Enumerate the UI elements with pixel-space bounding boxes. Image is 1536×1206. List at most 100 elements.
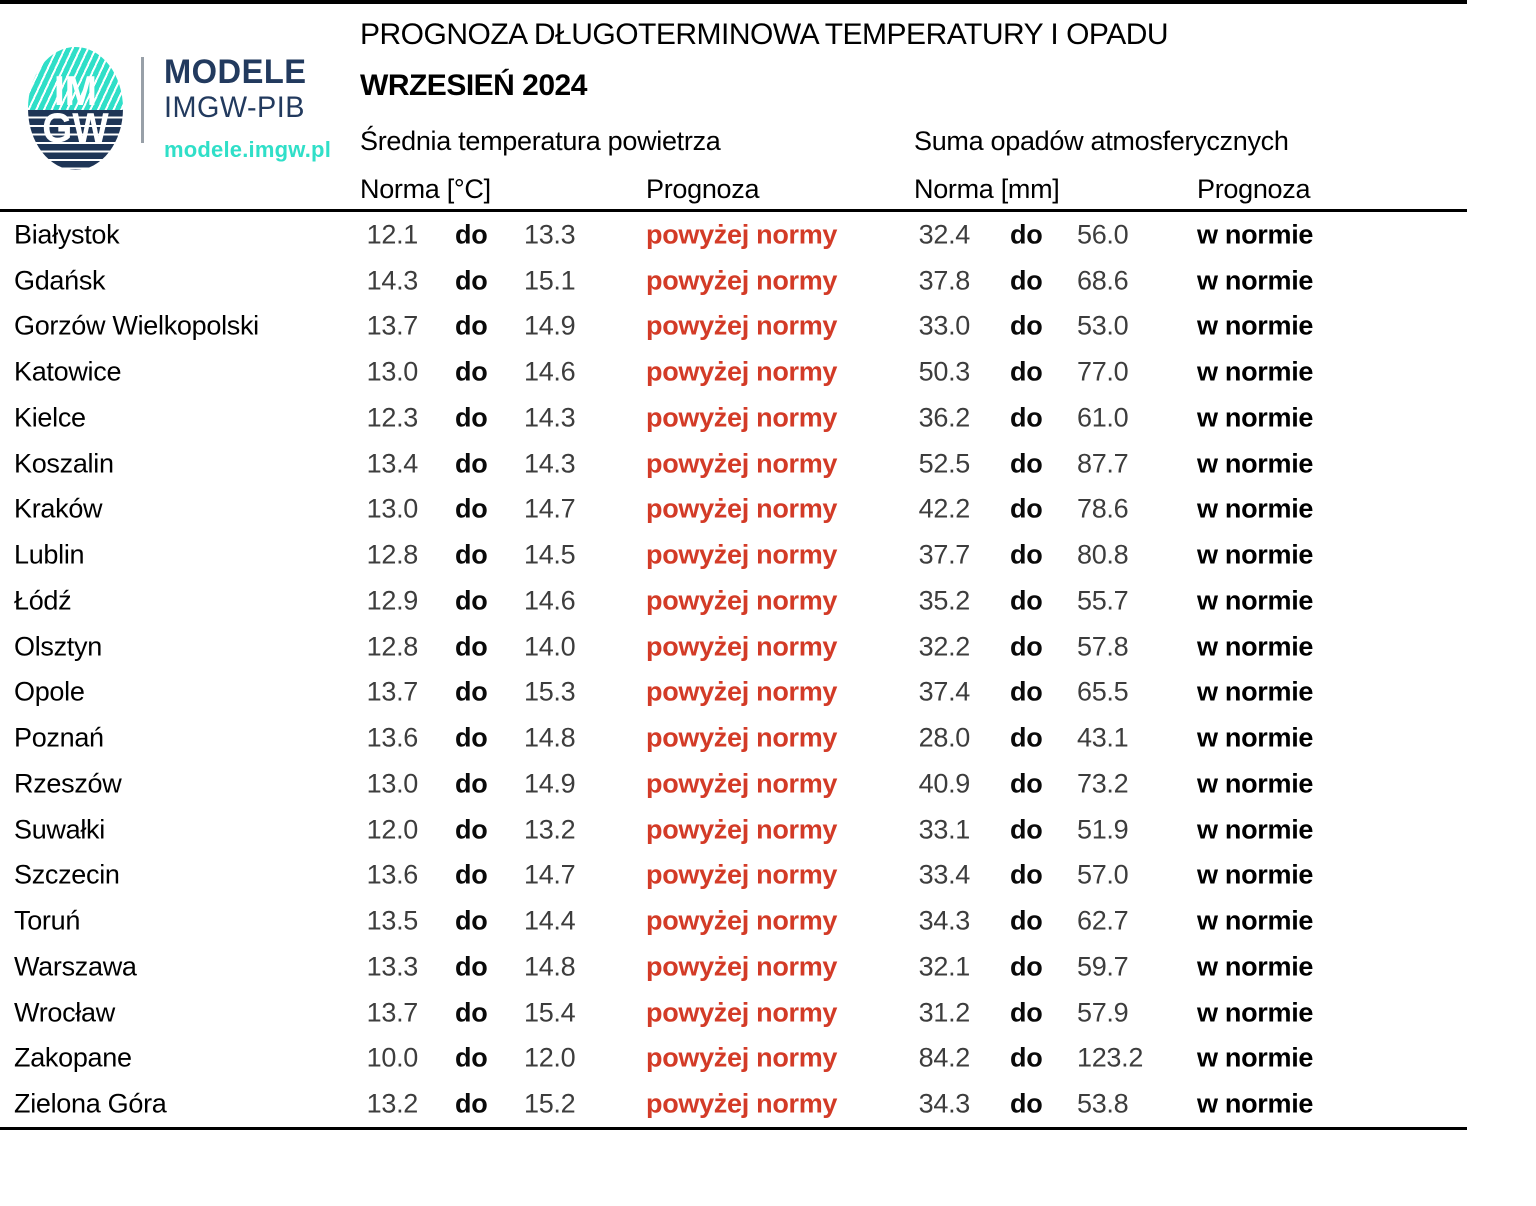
temp-forecast-value: powyżej normy — [646, 1088, 838, 1119]
precip-norm-max: 87.7 — [1077, 448, 1129, 479]
precip-forecast-value: w normie — [1197, 676, 1314, 707]
temp-forecast-value: powyżej normy — [646, 356, 838, 387]
precip-forecast-value: w normie — [1197, 448, 1314, 479]
temp-norm-min: 12.8 — [366, 539, 419, 570]
forecast-table: Białystok 12.1 do 13.3 powyżej normy 32.… — [0, 212, 1467, 1127]
temp-norm-min: 13.7 — [366, 676, 419, 707]
table-row: Gdańsk 14.3 do 15.1 powyżej normy 37.8 d… — [0, 258, 1467, 304]
temp-norm-max: 15.2 — [524, 1088, 576, 1119]
table-row: Opole 13.7 do 15.3 powyżej normy 37.4 do… — [0, 670, 1467, 716]
brand-imgw-pib: IMGW-PIB — [164, 91, 305, 124]
precip-norm-min: 37.7 — [918, 539, 971, 570]
precip-range-separator: do — [1010, 676, 1043, 707]
precip-norm-max: 59.7 — [1077, 951, 1129, 982]
section-precipitation: Suma opadów atmosferycznych — [914, 126, 1289, 156]
temp-norm-max: 14.8 — [524, 722, 576, 753]
temp-norm-max: 14.0 — [524, 631, 576, 662]
precip-norm-max: 43.1 — [1077, 722, 1129, 753]
table-row: Wrocław 13.7 do 15.4 powyżej normy 31.2 … — [0, 990, 1467, 1036]
city-name: Kraków — [14, 493, 103, 524]
table-row: Rzeszów 13.0 do 14.9 powyżej normy 40.9 … — [0, 761, 1467, 807]
temp-norm-min: 13.7 — [366, 310, 419, 341]
temp-range-separator: do — [455, 539, 488, 570]
temp-norm-max: 13.3 — [524, 219, 576, 250]
temp-norm-max: 12.0 — [524, 1042, 576, 1073]
precip-forecast-value: w normie — [1197, 585, 1314, 616]
temp-forecast-value: powyżej normy — [646, 676, 838, 707]
precip-forecast-value: w normie — [1197, 722, 1314, 753]
table-row: Szczecin 13.6 do 14.7 powyżej normy 33.4… — [0, 853, 1467, 899]
precip-range-separator: do — [1010, 631, 1043, 662]
city-name: Zakopane — [14, 1042, 132, 1073]
precip-norm-min: 33.0 — [918, 310, 971, 341]
temp-range-separator: do — [455, 265, 488, 296]
city-name: Toruń — [14, 905, 81, 936]
temp-forecast-value: powyżej normy — [646, 493, 838, 524]
precip-norm-min: 33.1 — [918, 814, 971, 845]
precip-norm-min: 52.5 — [918, 448, 971, 479]
temp-forecast-value: powyżej normy — [646, 722, 838, 753]
precip-norm-max: 80.8 — [1077, 539, 1129, 570]
precip-forecast-value: w normie — [1197, 1088, 1314, 1119]
temp-norm-max: 15.3 — [524, 676, 576, 707]
temp-norm-min: 13.2 — [366, 1088, 419, 1119]
city-name: Zielona Góra — [14, 1088, 167, 1119]
precip-forecast-value: w normie — [1197, 905, 1314, 936]
temp-range-separator: do — [455, 951, 488, 982]
precip-range-separator: do — [1010, 265, 1043, 296]
precip-forecast-value: w normie — [1197, 539, 1314, 570]
brand-modele: MODELE — [164, 53, 307, 91]
precip-norm-max: 57.0 — [1077, 859, 1129, 890]
precip-norm-min: 42.2 — [918, 493, 971, 524]
temp-norm-min: 12.8 — [366, 631, 419, 662]
city-name: Warszawa — [14, 951, 137, 982]
precip-range-separator: do — [1010, 768, 1043, 799]
temp-norm-max: 15.4 — [524, 997, 576, 1028]
precip-norm-min: 37.8 — [918, 265, 971, 296]
precip-range-separator: do — [1010, 310, 1043, 341]
table-row: Kraków 13.0 do 14.7 powyżej normy 42.2 d… — [0, 487, 1467, 533]
city-name: Kielce — [14, 402, 86, 433]
temp-range-separator: do — [455, 631, 488, 662]
temp-norm-max: 14.6 — [524, 585, 576, 616]
precip-norm-min: 40.9 — [918, 768, 971, 799]
table-row: Katowice 13.0 do 14.6 powyżej normy 50.3… — [0, 349, 1467, 395]
precip-range-separator: do — [1010, 1042, 1043, 1073]
temp-forecast-value: powyżej normy — [646, 859, 838, 890]
precip-range-separator: do — [1010, 859, 1043, 890]
table-row: Lublin 12.8 do 14.5 powyżej normy 37.7 d… — [0, 532, 1467, 578]
table-row: Toruń 13.5 do 14.4 powyżej normy 34.3 do… — [0, 898, 1467, 944]
temp-forecast-value: powyżej normy — [646, 768, 838, 799]
precip-norm-min: 84.2 — [918, 1042, 971, 1073]
precip-forecast-value: w normie — [1197, 493, 1314, 524]
temp-norm-max: 14.4 — [524, 905, 576, 936]
precip-norm-max: 55.7 — [1077, 585, 1129, 616]
temp-norm-min: 12.9 — [366, 585, 419, 616]
precip-forecast-value: w normie — [1197, 859, 1314, 890]
temp-range-separator: do — [455, 905, 488, 936]
city-name: Suwałki — [14, 814, 105, 845]
column-precip-norm: Norma [mm] — [914, 174, 1060, 204]
bottom-border-line — [0, 1127, 1467, 1130]
precip-norm-max: 62.7 — [1077, 905, 1129, 936]
temp-range-separator: do — [455, 402, 488, 433]
precip-norm-max: 57.8 — [1077, 631, 1129, 662]
precip-range-separator: do — [1010, 402, 1043, 433]
precip-norm-max: 73.2 — [1077, 768, 1129, 799]
table-row: Olsztyn 12.8 do 14.0 powyżej normy 32.2 … — [0, 624, 1467, 670]
precip-norm-max: 68.6 — [1077, 265, 1129, 296]
precip-range-separator: do — [1010, 219, 1043, 250]
brand-url: modele.imgw.pl — [164, 137, 332, 162]
precip-norm-max: 78.6 — [1077, 493, 1129, 524]
precip-norm-min: 33.4 — [918, 859, 971, 890]
page-title: PROGNOZA DŁUGOTERMINOWA TEMPERATURY I OP… — [360, 18, 1169, 51]
precip-range-separator: do — [1010, 539, 1043, 570]
temp-norm-min: 14.3 — [366, 265, 419, 296]
temp-range-separator: do — [455, 768, 488, 799]
precip-norm-max: 56.0 — [1077, 219, 1129, 250]
precip-norm-min: 32.2 — [918, 631, 971, 662]
temp-norm-max: 14.9 — [524, 768, 576, 799]
precip-norm-max: 57.9 — [1077, 997, 1129, 1028]
temp-norm-max: 14.3 — [524, 402, 576, 433]
precip-range-separator: do — [1010, 493, 1043, 524]
